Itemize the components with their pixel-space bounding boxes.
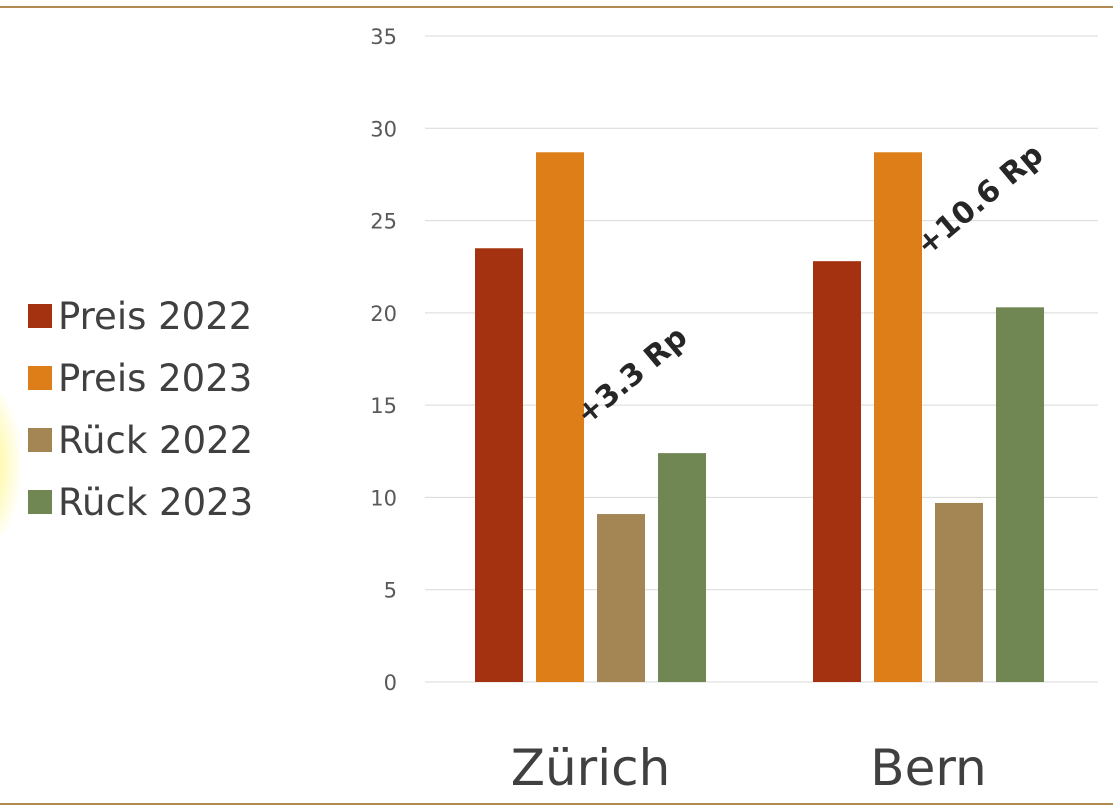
x-axis-ticks: Zürich Bern	[511, 739, 987, 797]
bar	[597, 514, 645, 682]
legend-label: Rück 2022	[58, 418, 254, 462]
legend-label: Preis 2023	[58, 356, 253, 400]
legend-item-rueck-2022: Rück 2022	[28, 409, 253, 471]
bar	[996, 307, 1044, 682]
legend-swatch	[28, 304, 52, 328]
legend-swatch	[28, 366, 52, 390]
bar	[536, 152, 584, 682]
y-tick-label: 10	[370, 486, 397, 510]
bar	[874, 152, 922, 682]
y-tick-label: 15	[370, 394, 397, 418]
top-border-line	[0, 6, 1113, 8]
delta-annotation: +3.3 Rp	[570, 320, 695, 433]
y-tick-label: 5	[384, 579, 397, 603]
delta-annotation: +10.6 Rp	[910, 137, 1051, 263]
legend-swatch	[28, 490, 52, 514]
annotations: +3.3 Rp +10.6 Rp	[570, 137, 1051, 432]
bottom-border-line	[0, 803, 1113, 805]
bar	[813, 261, 861, 682]
y-tick-label: 25	[370, 210, 397, 234]
bar	[475, 248, 523, 682]
bar	[658, 453, 706, 682]
y-tick-label: 30	[370, 117, 397, 141]
highlight-glow	[0, 370, 20, 560]
legend-item-preis-2023: Preis 2023	[28, 347, 253, 409]
legend-item-rueck-2023: Rück 2023	[28, 471, 253, 533]
y-axis-ticks: 0 5 10 15 20 25 30 35	[370, 25, 397, 695]
bars	[475, 152, 1044, 682]
y-tick-label: 35	[370, 25, 397, 49]
legend-label: Rück 2023	[58, 480, 254, 524]
legend-label: Preis 2022	[58, 294, 253, 338]
x-tick-label: Zürich	[511, 739, 671, 797]
legend-swatch	[28, 428, 52, 452]
legend-item-preis-2022: Preis 2022	[28, 285, 253, 347]
bar	[935, 502, 983, 682]
y-tick-label: 0	[384, 671, 397, 695]
x-tick-label: Bern	[870, 739, 986, 797]
y-tick-label: 20	[370, 302, 397, 326]
chart-legend: Preis 2022 Preis 2023 Rück 2022 Rück 202…	[28, 285, 253, 533]
